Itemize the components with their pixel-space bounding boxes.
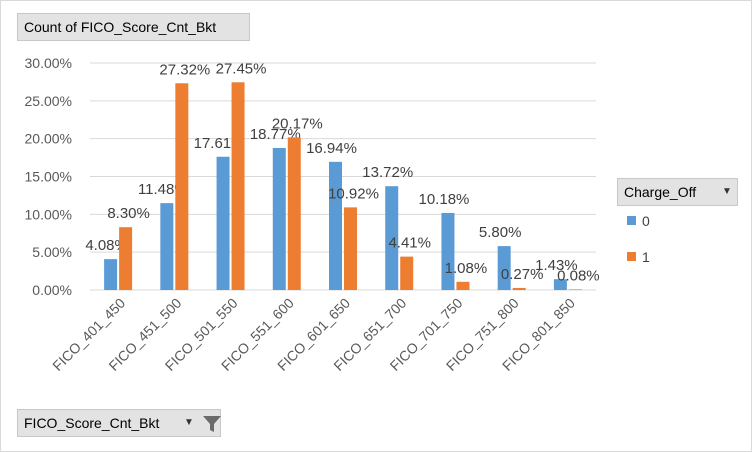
- legend-item-series-1[interactable]: 1: [627, 249, 650, 265]
- y-tick-label: 0.00%: [32, 282, 72, 298]
- bar-series-0: [216, 156, 230, 290]
- value-field-label: Count of FICO_Score_Cnt_Bkt: [24, 19, 217, 35]
- data-label: 16.94%: [306, 140, 357, 157]
- data-label: 11.48%: [138, 181, 188, 198]
- data-label: 4.41%: [388, 235, 431, 252]
- data-label: 10.92%: [328, 185, 379, 202]
- legend-field-label: Charge_Off: [624, 184, 697, 200]
- chevron-down-icon[interactable]: ▼: [722, 186, 732, 197]
- value-field-button[interactable]: Count of FICO_Score_Cnt_Bkt: [17, 13, 250, 41]
- data-label: 10.18%: [419, 191, 470, 208]
- bar-series-1: [344, 207, 357, 290]
- bar-series-0: [553, 279, 567, 290]
- chevron-down-icon[interactable]: ▼: [184, 417, 194, 428]
- bar-series-0: [329, 161, 342, 290]
- data-label: 1.08%: [445, 260, 488, 277]
- bar-series-1: [400, 256, 414, 290]
- data-label: 20.17%: [272, 115, 323, 132]
- bar-series-1: [119, 227, 133, 290]
- axis-field-label: FICO_Score_Cnt_Bkt: [24, 415, 160, 431]
- y-tick-label: 20.00%: [25, 131, 72, 147]
- legend-label: 1: [642, 249, 650, 265]
- y-tick-label: 15.00%: [25, 169, 72, 185]
- data-label: 1.43%: [535, 257, 578, 274]
- bar-series-1: [287, 137, 301, 290]
- legend-field-button[interactable]: Charge_Off ▼: [617, 178, 738, 206]
- data-label: 5.80%: [479, 224, 522, 241]
- data-label: 27.32%: [159, 61, 210, 78]
- data-label: 27.45%: [216, 60, 267, 77]
- bar-series-0: [385, 186, 399, 290]
- funnel-filter-icon[interactable]: [202, 414, 222, 434]
- y-tick-label: 5.00%: [32, 244, 72, 260]
- bar-series-0: [497, 246, 511, 290]
- legend-swatch-icon: [627, 216, 636, 225]
- bar-series-0: [160, 203, 174, 290]
- axis-field-button[interactable]: FICO_Score_Cnt_Bkt ▼: [17, 409, 221, 437]
- legend-swatch-icon: [627, 252, 636, 261]
- data-label: 0.27%: [501, 266, 544, 283]
- bar-series-1: [175, 83, 189, 291]
- legend-item-series-0[interactable]: 0: [627, 213, 650, 229]
- data-label: 13.72%: [362, 164, 413, 181]
- y-tick-label: 10.00%: [25, 206, 72, 222]
- data-label: 4.08%: [85, 237, 128, 254]
- data-label: 8.30%: [107, 205, 150, 222]
- bar-series-1: [456, 281, 470, 290]
- bar-series-0: [272, 147, 286, 290]
- legend-label: 0: [642, 213, 650, 229]
- bar-series-0: [441, 212, 455, 290]
- data-label: 0.08%: [557, 267, 600, 284]
- bar-series-0: [104, 259, 118, 290]
- y-tick-label: 25.00%: [25, 93, 72, 109]
- bar-series-1: [512, 287, 526, 290]
- y-tick-label: 30.00%: [25, 55, 72, 71]
- bar-series-1: [568, 289, 582, 290]
- bar-series-1: [231, 82, 245, 290]
